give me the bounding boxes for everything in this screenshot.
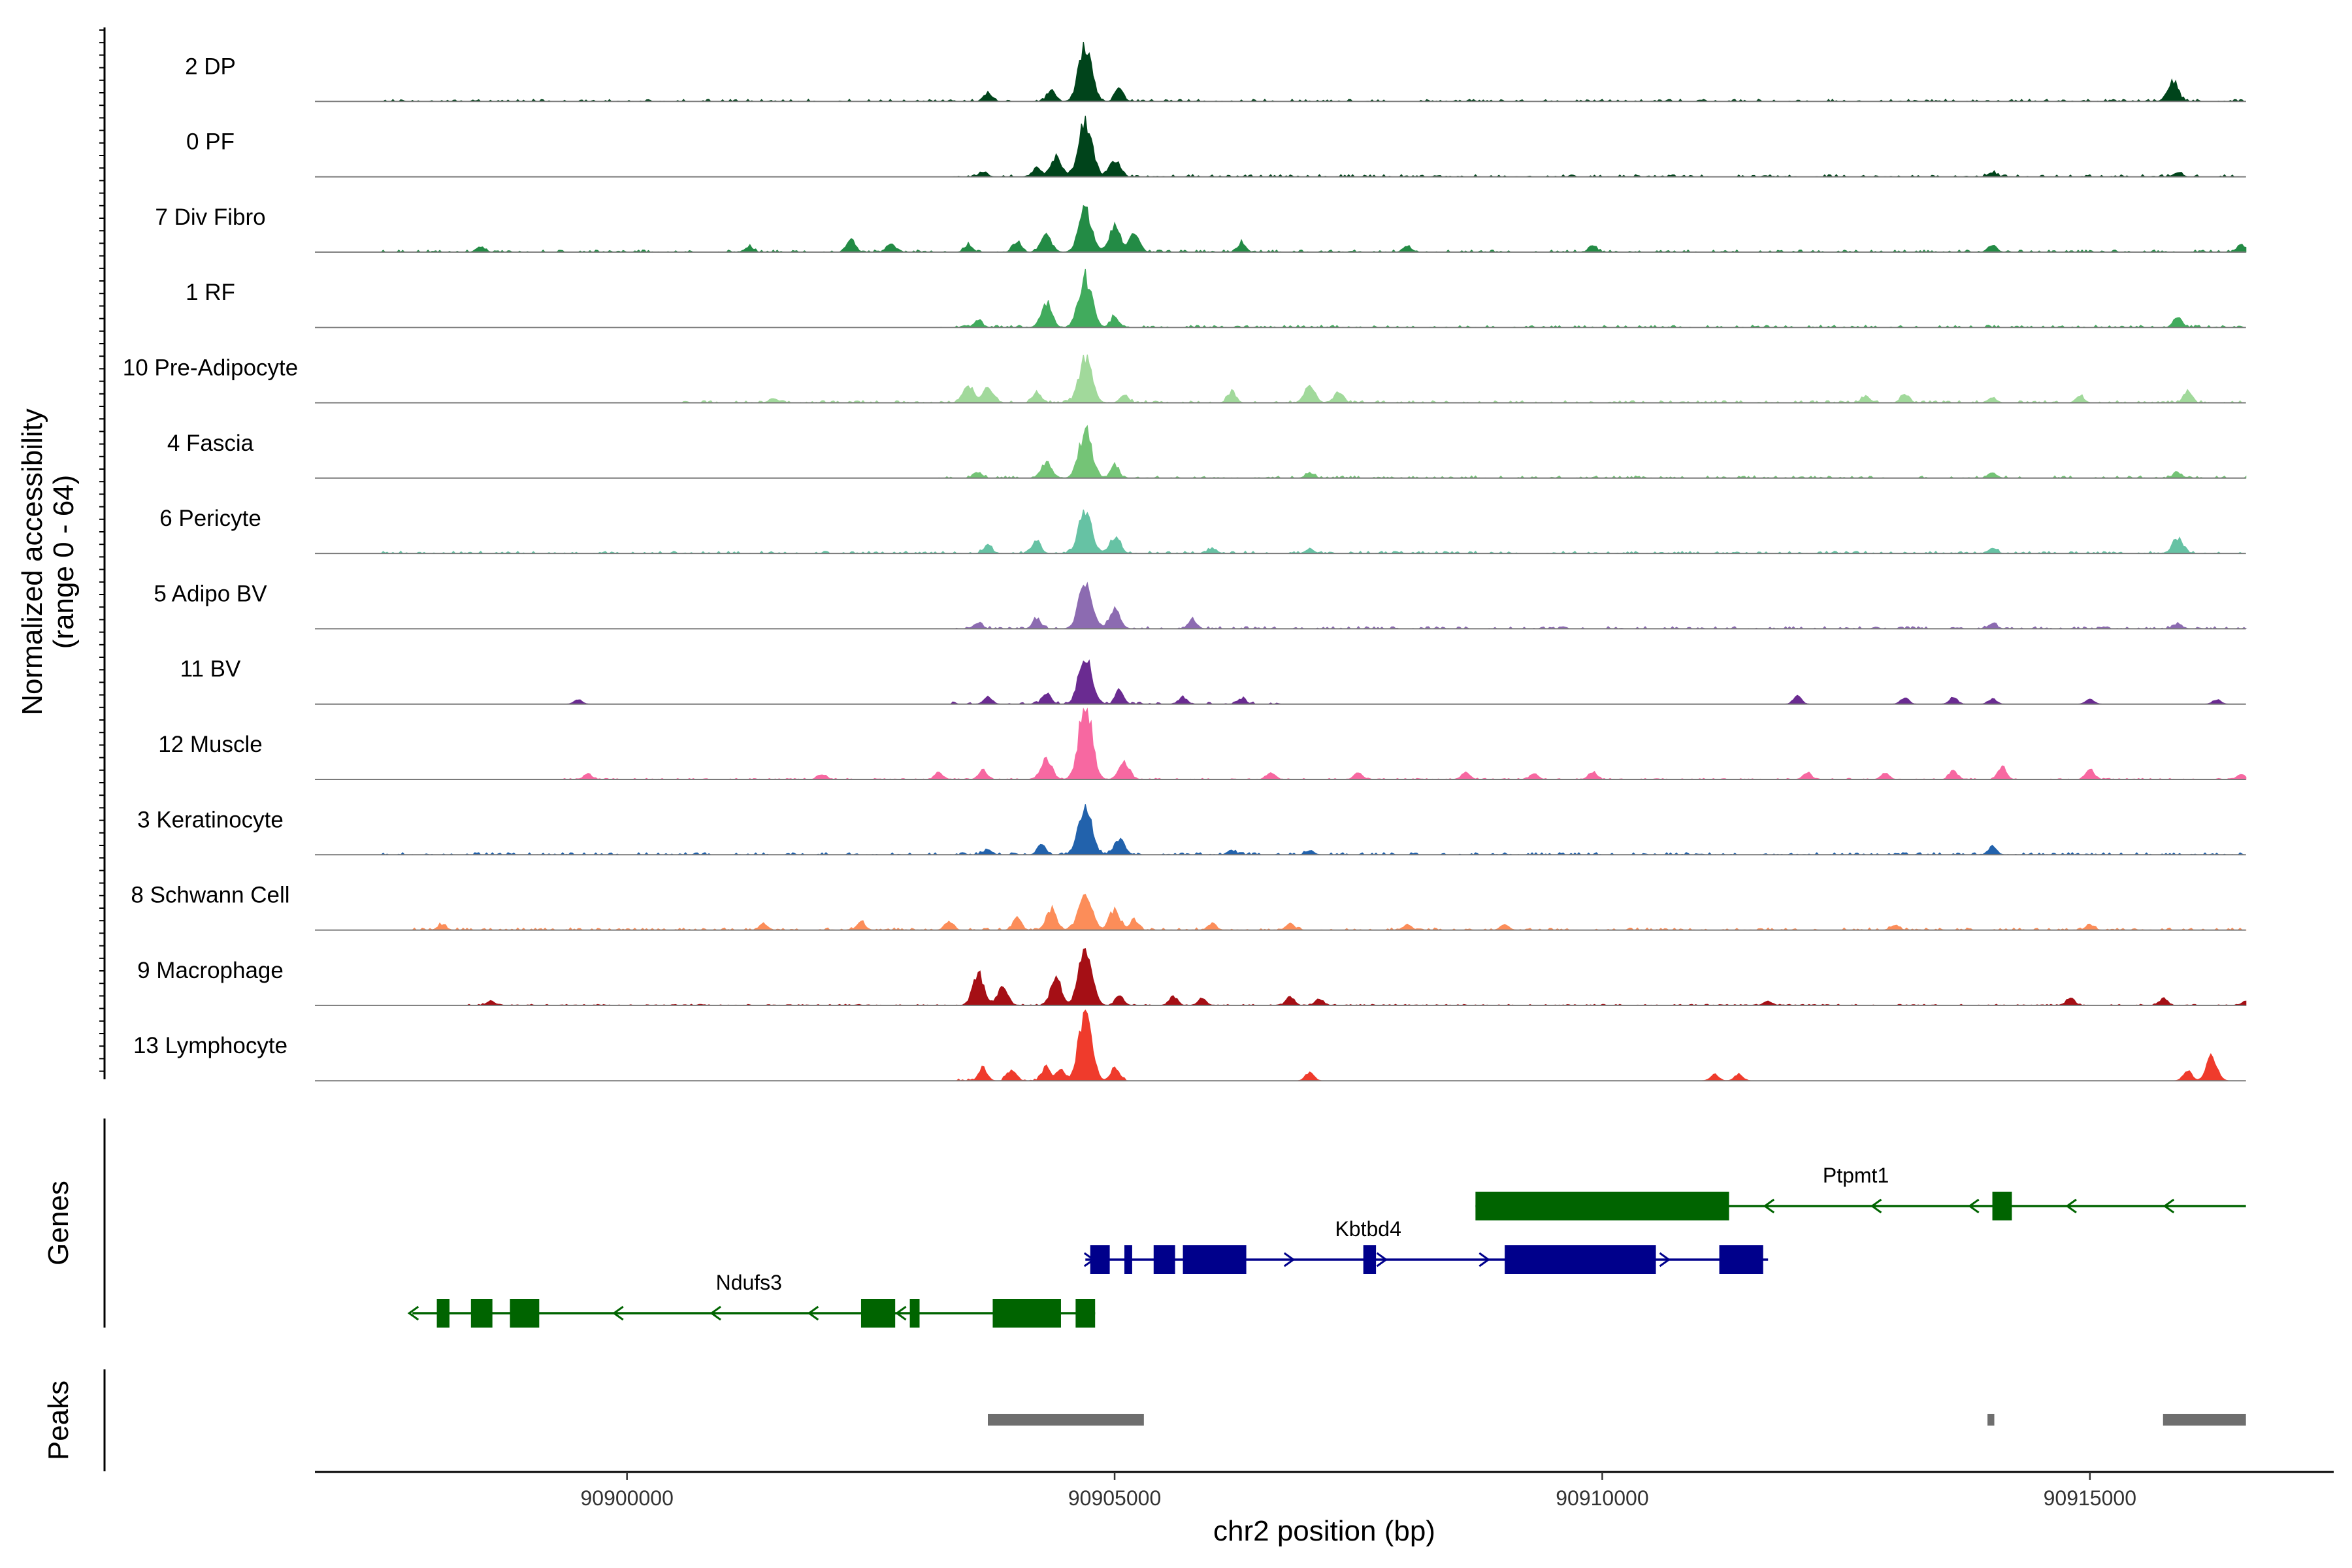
track-signal xyxy=(315,804,2246,856)
strand-arrow xyxy=(1968,1198,1980,1214)
track-signal xyxy=(315,354,2246,404)
gene-exon xyxy=(1475,1192,1729,1220)
gene-exon xyxy=(909,1299,920,1328)
x-axis-title: chr2 position (bp) xyxy=(1213,1515,1435,1547)
x-tick-label: 90905000 xyxy=(1068,1486,1161,1510)
gene-exon xyxy=(1075,1299,1096,1328)
track-6-pericyte: 6 Pericyte xyxy=(159,506,2246,555)
track-13-lymphocyte: 13 Lymphocyte xyxy=(133,1009,2246,1082)
track-8-schwann-cell: 8 Schwann Cell xyxy=(131,883,2247,931)
strand-arrow xyxy=(1283,1252,1296,1267)
strand-arrow xyxy=(1376,1252,1388,1267)
peaks-panel: Peaks xyxy=(42,1369,2246,1471)
gene-label: Ndufs3 xyxy=(716,1271,782,1294)
strand-arrow xyxy=(1870,1198,1882,1214)
track-2-dp: 2 DP xyxy=(185,42,2246,103)
track-label: 4 Fascia xyxy=(167,431,254,456)
track-label: 1 RF xyxy=(186,280,235,305)
strand-arrow xyxy=(1083,1252,1096,1267)
strand-arrow xyxy=(407,1305,419,1321)
track-signal xyxy=(315,42,2246,103)
track-signal xyxy=(315,659,2246,705)
strand-arrow xyxy=(895,1305,907,1321)
track-label: 10 Pre-Adipocyte xyxy=(123,355,298,381)
track-7-div-fibro: 7 Div Fibro xyxy=(155,204,2247,253)
genes-panel-label: Genes xyxy=(42,1181,74,1266)
track-signal xyxy=(315,269,2246,329)
track-signal xyxy=(315,1009,2246,1081)
peak-region xyxy=(988,1414,1144,1426)
track-11-bv: 11 BV xyxy=(180,657,2246,705)
x-tick-label: 90900000 xyxy=(580,1486,673,1510)
strand-arrow xyxy=(710,1305,721,1321)
track-label: 12 Muscle xyxy=(158,732,263,757)
track-3-keratinocyte: 3 Keratinocyte xyxy=(137,804,2246,856)
gene-exon xyxy=(470,1299,493,1328)
track-signal xyxy=(315,708,2247,780)
track-label: 9 Macrophage xyxy=(137,958,284,983)
peaks-panel-label: Peaks xyxy=(42,1380,74,1460)
gene-ptpmt1: Ptpmt1 xyxy=(1475,1164,2246,1220)
track-label: 13 Lymphocyte xyxy=(133,1033,287,1058)
x-axis: 90900000 90905000 90910000 90915000 xyxy=(315,1471,2334,1510)
y-axis-range-label: (range 0 - 64) xyxy=(48,475,80,649)
peak-region xyxy=(2163,1414,2246,1426)
track-9-macrophage: 9 Macrophage xyxy=(137,948,2247,1006)
strand-arrow xyxy=(1763,1198,1775,1214)
gene-exon xyxy=(510,1299,540,1328)
track-label: 3 Keratinocyte xyxy=(137,807,284,832)
gene-exon xyxy=(1719,1245,1763,1274)
gene-ndufs3: Ndufs3 xyxy=(407,1271,1096,1328)
accessibility-tracks: 2 DP 0 PF 7 Div Fibro 1 RF 10 Pre-Adipocyte 4… xyxy=(123,42,2247,1082)
track-label: 7 Div Fibro xyxy=(155,204,265,230)
strand-arrow xyxy=(2163,1198,2175,1214)
track-label: 0 PF xyxy=(186,129,235,155)
gene-exon xyxy=(436,1299,449,1328)
track-5-adipo-bv: 5 Adipo BV xyxy=(154,581,2247,630)
track-label: 11 BV xyxy=(180,657,241,682)
strand-arrow xyxy=(1478,1252,1490,1267)
track-signal xyxy=(315,581,2247,630)
track-signal xyxy=(315,894,2247,931)
x-tick-label: 90910000 xyxy=(1556,1486,1648,1510)
track-signal xyxy=(315,204,2247,253)
gene-exon xyxy=(1505,1245,1656,1274)
gene-exon xyxy=(860,1299,896,1328)
gene-exon xyxy=(1363,1245,1377,1274)
track-12-muscle: 12 Muscle xyxy=(158,708,2247,780)
peak-region xyxy=(1987,1414,1995,1426)
track-signal xyxy=(315,425,2247,479)
track-signal xyxy=(315,509,2246,554)
strand-arrow xyxy=(992,1305,1004,1321)
y-axis-title: Normalized accessibility xyxy=(16,408,48,715)
gene-label: Kbtbd4 xyxy=(1335,1217,1401,1241)
strand-arrow xyxy=(612,1305,624,1321)
strand-arrow xyxy=(1659,1252,1671,1267)
x-tick-label: 90915000 xyxy=(2044,1486,2136,1510)
gene-label: Ptpmt1 xyxy=(1823,1164,1889,1187)
track-signal xyxy=(315,948,2247,1006)
track-10-pre-adipocyte: 10 Pre-Adipocyte xyxy=(123,354,2246,404)
gene-exon xyxy=(992,1299,1061,1328)
genes-panel: Genes Ptpmt1 Kbtbd4 Ndufs3 xyxy=(42,1119,2246,1328)
track-label: 5 Adipo BV xyxy=(154,581,267,606)
track-0-pf: 0 PF xyxy=(186,116,2246,178)
track-label: 2 DP xyxy=(185,54,236,79)
track-signal xyxy=(315,116,2246,178)
track-label: 6 Pericyte xyxy=(159,506,261,531)
gene-exon xyxy=(1992,1192,2012,1220)
y-axis xyxy=(99,27,106,1079)
gene-exon xyxy=(1153,1245,1175,1274)
gene-exon xyxy=(1183,1245,1247,1274)
track-label: 8 Schwann Cell xyxy=(131,883,289,908)
gene-kbtbd4: Kbtbd4 xyxy=(1083,1217,1769,1274)
track-4-fascia: 4 Fascia xyxy=(167,425,2247,479)
gene-exon xyxy=(1124,1245,1132,1274)
track-1-rf: 1 RF xyxy=(186,269,2246,329)
strand-arrow xyxy=(807,1305,819,1321)
strand-arrow xyxy=(2065,1198,2077,1214)
